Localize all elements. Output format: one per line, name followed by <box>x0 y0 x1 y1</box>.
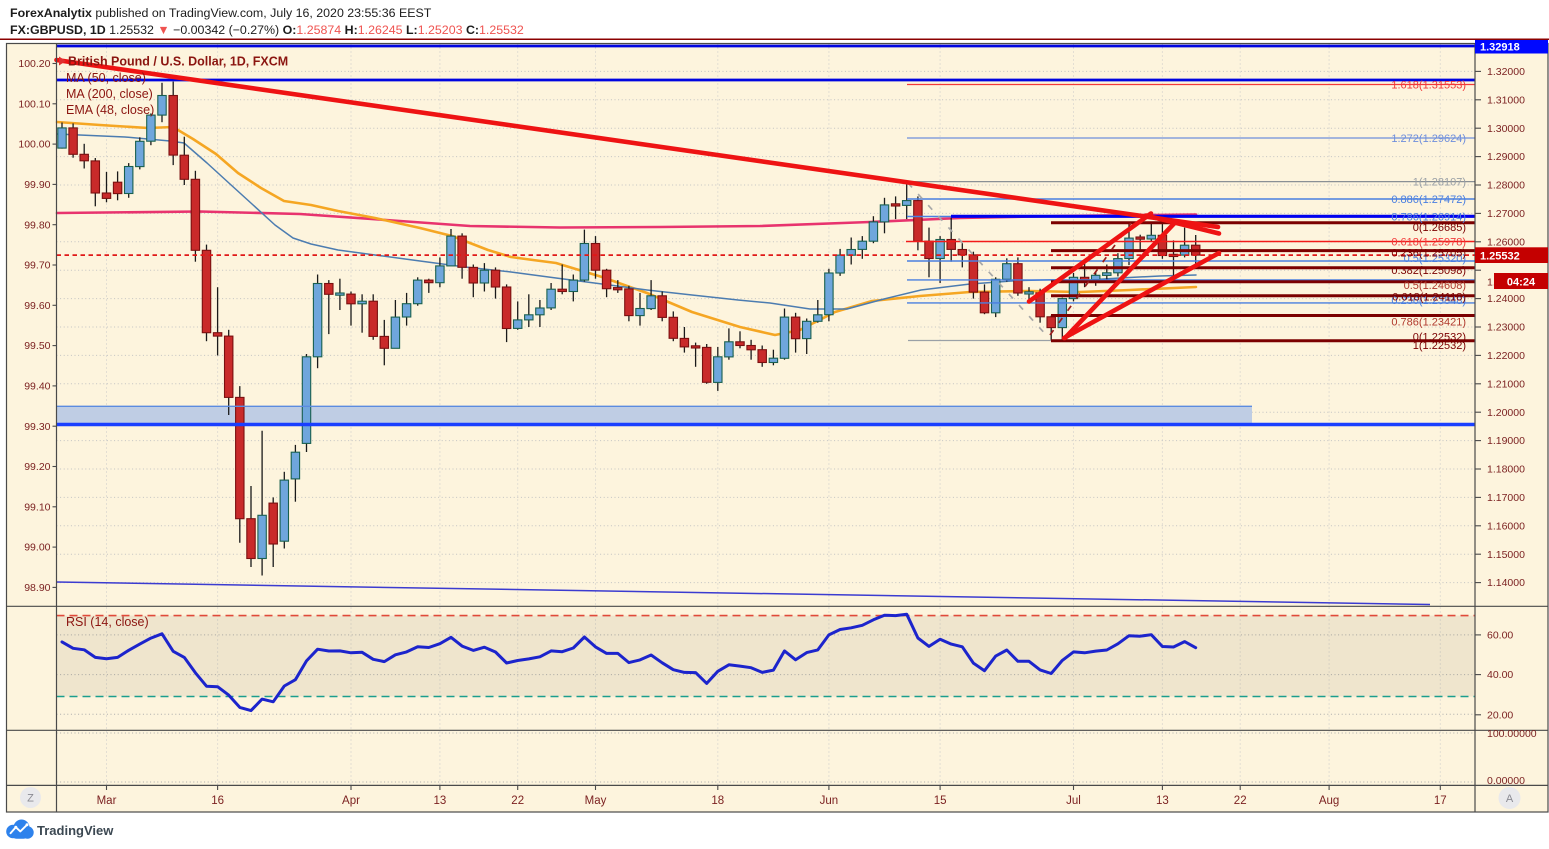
svg-text:17: 17 <box>1434 795 1447 807</box>
svg-text:20.00: 20.00 <box>1487 709 1513 721</box>
svg-text:60.00: 60.00 <box>1487 630 1513 642</box>
svg-text:100.00000: 100.00000 <box>1487 728 1537 740</box>
svg-text:A: A <box>1506 793 1514 805</box>
svg-text:1.16000: 1.16000 <box>1487 520 1525 532</box>
svg-text:May: May <box>585 795 607 807</box>
svg-text:98.90: 98.90 <box>24 582 50 594</box>
svg-text:1.18000: 1.18000 <box>1487 464 1525 476</box>
svg-text:40.00: 40.00 <box>1487 669 1513 681</box>
svg-text:0(1.26685): 0(1.26685) <box>1413 222 1466 234</box>
svg-text:EMA (48, close): EMA (48, close) <box>66 103 154 117</box>
svg-text:1(1.28107): 1(1.28107) <box>1413 176 1466 188</box>
svg-text:0.5(1.25320): 0.5(1.25320) <box>1404 253 1466 265</box>
svg-text:0(1.22532): 0(1.22532) <box>1413 332 1466 344</box>
svg-text:22: 22 <box>1234 795 1247 807</box>
svg-text:1.14000: 1.14000 <box>1487 577 1525 589</box>
svg-text:1.26000: 1.26000 <box>1487 236 1525 248</box>
svg-text:MA (200, close): MA (200, close) <box>66 87 153 101</box>
svg-text:1.15000: 1.15000 <box>1487 549 1525 561</box>
svg-text:13: 13 <box>434 795 447 807</box>
svg-text:99.90: 99.90 <box>24 179 50 191</box>
svg-text:100.10: 100.10 <box>18 98 50 110</box>
svg-text:99.40: 99.40 <box>24 381 50 393</box>
svg-text:100.20: 100.20 <box>18 58 50 70</box>
svg-text:1.27000: 1.27000 <box>1487 208 1525 220</box>
svg-text:0.236(1.25705): 0.236(1.25705) <box>1391 248 1466 260</box>
svg-text:Aug: Aug <box>1319 795 1339 807</box>
svg-text:1(1.22532): 1(1.22532) <box>1413 340 1466 352</box>
svg-text:0.886(1.27472): 0.886(1.27472) <box>1391 194 1466 206</box>
svg-text:TradingView: TradingView <box>37 823 114 838</box>
svg-text:99.50: 99.50 <box>24 340 50 352</box>
svg-text:0.5(1.24608): 0.5(1.24608) <box>1404 280 1466 292</box>
svg-text:1.24000: 1.24000 <box>1487 293 1525 305</box>
svg-text:1.272(1.29624): 1.272(1.29624) <box>1391 133 1466 145</box>
svg-text:British Pound / U.S. Dollar, 1: British Pound / U.S. Dollar, 1D, FXCM <box>68 55 288 69</box>
svg-text:15: 15 <box>934 795 947 807</box>
svg-text:0.618(1.24118): 0.618(1.24118) <box>1392 292 1466 304</box>
svg-text:04:24: 04:24 <box>1507 277 1536 289</box>
svg-text:1.22000: 1.22000 <box>1487 350 1525 362</box>
svg-text:16: 16 <box>211 795 224 807</box>
svg-text:99.20: 99.20 <box>24 461 50 473</box>
svg-text:1.32918: 1.32918 <box>1480 42 1520 54</box>
svg-text:1.17000: 1.17000 <box>1487 492 1525 504</box>
svg-text:1.25532: 1.25532 <box>1480 251 1520 263</box>
svg-text:Z: Z <box>27 793 34 805</box>
svg-text:1.32000: 1.32000 <box>1487 66 1525 78</box>
svg-text:Mar: Mar <box>97 795 117 807</box>
svg-text:MA (50, close): MA (50, close) <box>66 71 146 85</box>
svg-text:Jul: Jul <box>1066 795 1081 807</box>
svg-text:ForexAnalytix published on Tra: ForexAnalytix published on TradingView.c… <box>10 6 432 20</box>
svg-text:18: 18 <box>711 795 724 807</box>
svg-text:1.28000: 1.28000 <box>1487 180 1525 192</box>
svg-text:1.21000: 1.21000 <box>1487 378 1525 390</box>
svg-text:13: 13 <box>1156 795 1169 807</box>
svg-text:22: 22 <box>511 795 524 807</box>
svg-text:1.29000: 1.29000 <box>1487 151 1525 163</box>
svg-text:99.60: 99.60 <box>24 300 50 312</box>
svg-text:99.10: 99.10 <box>24 501 50 513</box>
svg-text:99.70: 99.70 <box>24 260 50 272</box>
svg-text:99.80: 99.80 <box>24 219 50 231</box>
svg-text:99.30: 99.30 <box>24 421 50 433</box>
svg-text:Jun: Jun <box>820 795 839 807</box>
svg-text:99.00: 99.00 <box>24 542 50 554</box>
svg-text:1.31000: 1.31000 <box>1487 94 1525 106</box>
svg-text:0.00000: 0.00000 <box>1487 775 1525 787</box>
svg-text:1.19000: 1.19000 <box>1487 435 1525 447</box>
svg-text:0.618(1.25978): 0.618(1.25978) <box>1391 236 1466 248</box>
svg-text:0.382(1.25098): 0.382(1.25098) <box>1391 265 1466 277</box>
svg-text:0.236(1.23848): 0.236(1.23848) <box>1391 295 1466 307</box>
svg-text:1.618(1.31553): 1.618(1.31553) <box>1391 79 1466 91</box>
svg-text:100.00: 100.00 <box>18 139 50 151</box>
svg-text:1.20000: 1.20000 <box>1487 407 1525 419</box>
svg-text:1.23000: 1.23000 <box>1487 322 1525 334</box>
svg-text:Apr: Apr <box>342 795 360 807</box>
svg-text:0.786(1.23421): 0.786(1.23421) <box>1391 317 1466 329</box>
svg-text:1.30000: 1.30000 <box>1487 123 1525 135</box>
svg-text:RSI (14, close): RSI (14, close) <box>66 615 149 629</box>
svg-text:FX:GBPUSD, 1D 1.25532 ▼ −0.00: FX:GBPUSD, 1D 1.25532 ▼ −0.00342 (−0.27%… <box>10 23 524 37</box>
svg-text:0.786(1.26914): 0.786(1.26914) <box>1391 211 1466 223</box>
